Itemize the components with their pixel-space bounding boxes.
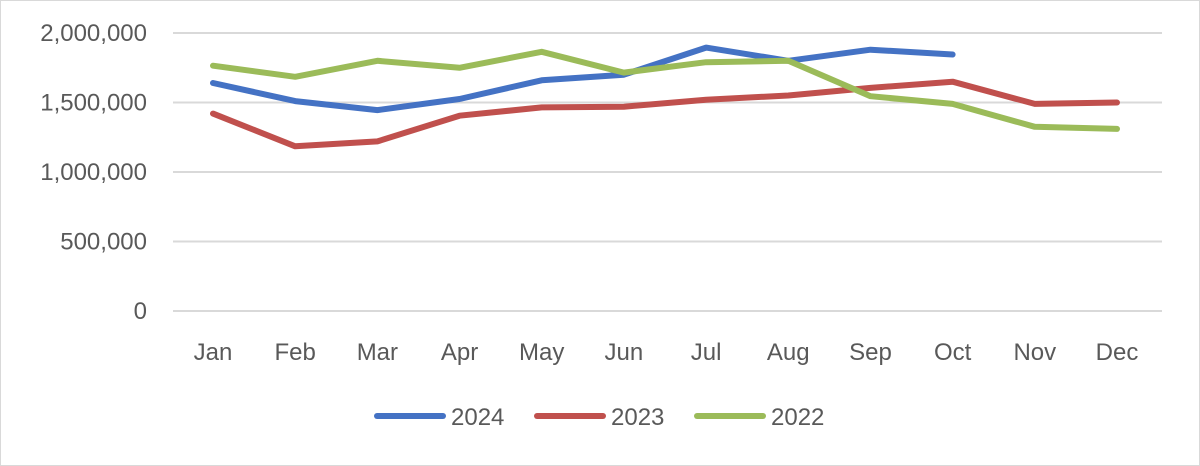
x-tick-label: Jun (605, 339, 644, 366)
x-tick-label: Jul (691, 339, 722, 366)
gridlines (173, 32, 1162, 312)
x-tick-label: Mar (357, 339, 398, 366)
x-tick-label: May (519, 339, 564, 366)
series-line-2023 (210, 78, 1120, 150)
series-line-2024 (210, 44, 956, 114)
x-axis-tick-labels: Jan Feb Mar Apr May Jun Jul Aug Sep Oct Nov Dec (194, 339, 1139, 366)
legend-label: 2023 (611, 404, 664, 431)
y-tick-label: 1,000,000 (40, 159, 147, 186)
x-tick-label: Apr (441, 339, 478, 366)
x-tick-label: Aug (767, 339, 810, 366)
series-line-2022 (210, 48, 1120, 132)
legend-label: 2024 (451, 404, 504, 431)
x-tick-label: Jan (194, 339, 233, 366)
x-tick-label: Nov (1013, 339, 1056, 366)
legend-label: 2022 (771, 404, 824, 431)
x-tick-label: Feb (275, 339, 316, 366)
y-tick-label: 0 (134, 298, 147, 325)
y-tick-label: 500,000 (60, 229, 147, 256)
series-lines (210, 44, 1120, 150)
y-axis-tick-labels: 0 500,000 1,000,000 1,500,000 2,000,000 (40, 20, 147, 325)
legend: 2024 2023 2022 (374, 404, 824, 431)
x-tick-label: Sep (849, 339, 892, 366)
y-tick-label: 2,000,000 (40, 20, 147, 47)
x-tick-label: Oct (934, 339, 972, 366)
y-tick-label: 1,500,000 (40, 90, 147, 117)
x-tick-label: Dec (1096, 339, 1139, 366)
